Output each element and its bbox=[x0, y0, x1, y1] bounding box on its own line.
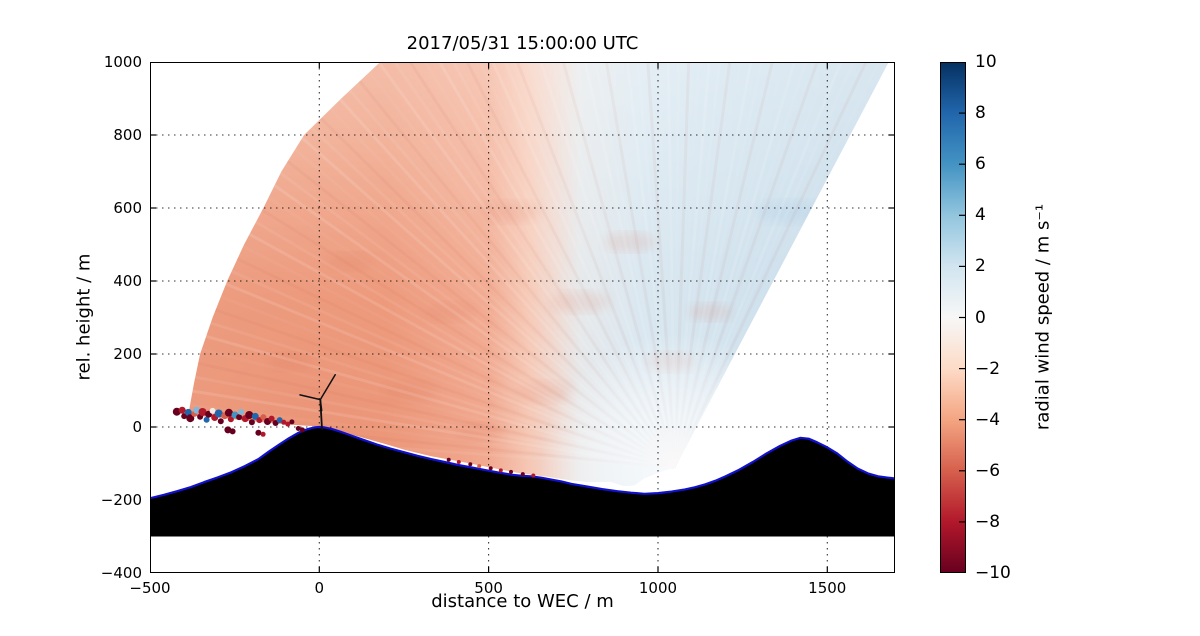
colorbar-tick-label: −4 bbox=[975, 409, 1001, 430]
y-tick-label: 200 bbox=[113, 345, 142, 363]
x-tick-label: 1000 bbox=[638, 579, 678, 597]
x-axis-label: distance to WEC / m bbox=[431, 591, 614, 612]
colorbar-tick-label: −6 bbox=[975, 460, 1001, 481]
colorbar-tick-label: 2 bbox=[975, 256, 986, 277]
colorbar-tick-label: 8 bbox=[975, 103, 986, 124]
y-axis-label: rel. height / m bbox=[73, 253, 95, 381]
y-tick-label: 1000 bbox=[103, 53, 142, 71]
colorbar-tick-label: −10 bbox=[975, 563, 1011, 583]
x-tick-label: −500 bbox=[129, 579, 171, 597]
colorbar-tick-label: 6 bbox=[975, 154, 986, 175]
y-tick-label: −400 bbox=[100, 564, 142, 582]
y-tick-label: 0 bbox=[132, 418, 142, 436]
scan-fan bbox=[187, 62, 892, 487]
colorbar-tick-label: −2 bbox=[975, 358, 1001, 379]
x-tick-label: 500 bbox=[474, 579, 503, 597]
outlier-dots bbox=[172, 406, 536, 478]
wind-turbine-icon bbox=[299, 374, 336, 431]
terrain-silhouette bbox=[150, 427, 895, 537]
plot-title: 2017/05/31 15:00:00 UTC bbox=[406, 33, 639, 54]
colorbar-tick-label: 10 bbox=[975, 52, 997, 72]
colorbar-tick-label: −8 bbox=[975, 511, 1001, 532]
x-tick-label: 0 bbox=[314, 579, 325, 597]
scan-plot-canvas bbox=[150, 62, 895, 573]
y-tick-label: 800 bbox=[113, 126, 142, 144]
colorbar bbox=[940, 62, 966, 573]
colorbar-label: radial wind speed / m s⁻¹ bbox=[1032, 203, 1054, 431]
y-tick-label: 400 bbox=[113, 272, 142, 290]
colorbar-ticks bbox=[959, 62, 966, 573]
y-tick-label: −200 bbox=[100, 491, 142, 509]
colorbar-tick-label: 0 bbox=[975, 307, 986, 328]
colorbar-border bbox=[940, 62, 966, 573]
plot-border bbox=[150, 62, 895, 573]
x-tick-label: 1500 bbox=[808, 579, 847, 597]
colorbar-tick-label: 4 bbox=[975, 205, 986, 226]
terrain-profile-line bbox=[150, 425, 895, 500]
y-tick-label: 600 bbox=[113, 199, 142, 217]
